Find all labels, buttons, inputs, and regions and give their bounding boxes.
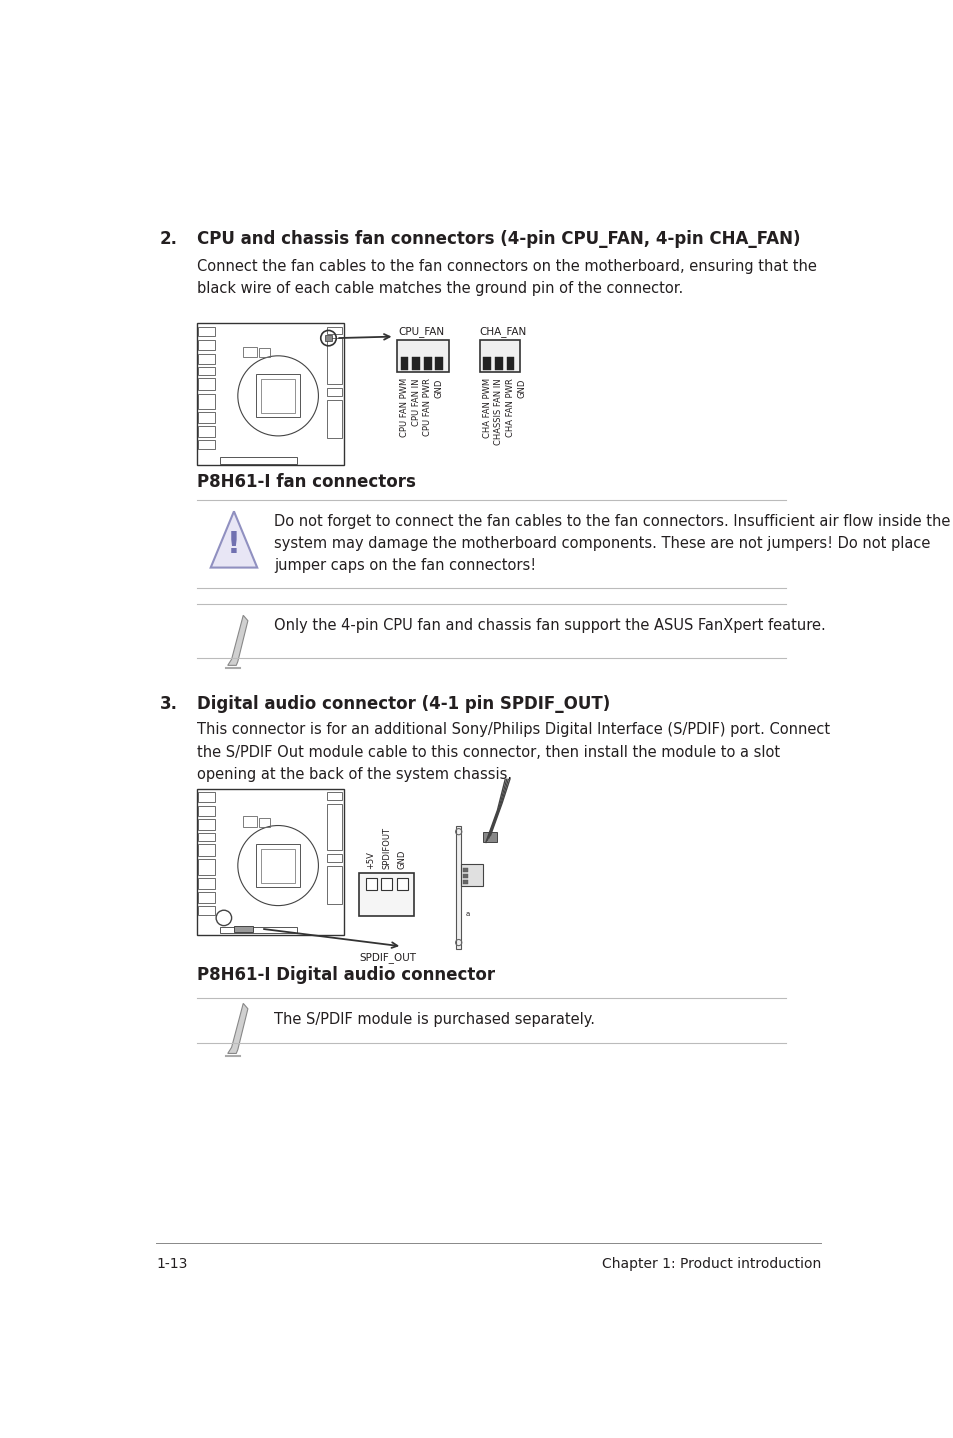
Bar	[460, 864, 482, 886]
Bar	[396, 339, 449, 372]
Text: GND: GND	[435, 378, 443, 397]
Text: 3.: 3.	[159, 695, 177, 713]
Bar	[327, 388, 342, 395]
Bar	[463, 880, 468, 884]
Text: SPDIF_OUT: SPDIF_OUT	[359, 952, 416, 962]
Bar	[327, 338, 342, 384]
Text: P8H61-I Digital audio connector: P8H61-I Digital audio connector	[196, 966, 495, 984]
Bar	[495, 357, 502, 371]
Bar	[365, 877, 376, 890]
Text: CPU FAN IN: CPU FAN IN	[411, 378, 420, 426]
Bar	[198, 367, 215, 375]
Text: P8H61-I fan connectors: P8H61-I fan connectors	[196, 473, 416, 490]
Text: CHA FAN PWR: CHA FAN PWR	[506, 378, 515, 437]
Bar	[381, 877, 392, 890]
Bar	[198, 378, 215, 391]
Text: CPU FAN PWM: CPU FAN PWM	[399, 378, 409, 437]
Text: Digital audio connector (4-1 pin SPDIF_OUT): Digital audio connector (4-1 pin SPDIF_O…	[196, 695, 609, 713]
Bar	[258, 348, 270, 358]
Bar	[261, 380, 294, 413]
Bar	[256, 844, 299, 887]
Bar	[198, 877, 215, 889]
Bar	[327, 804, 342, 850]
Polygon shape	[211, 512, 257, 568]
Bar	[435, 357, 443, 371]
Bar	[198, 805, 215, 817]
Bar	[396, 877, 407, 890]
Text: CHA_FAN: CHA_FAN	[479, 326, 526, 338]
Text: CPU_FAN: CPU_FAN	[397, 326, 444, 338]
Text: CPU FAN PWR: CPU FAN PWR	[423, 378, 432, 436]
Polygon shape	[228, 615, 248, 666]
Text: Do not forget to connect the fan cables to the fan connectors. Insufficient air : Do not forget to connect the fan cables …	[274, 513, 949, 574]
Text: GND: GND	[397, 850, 406, 870]
Bar	[233, 926, 253, 932]
Text: SPDIFOUT: SPDIFOUT	[382, 827, 391, 870]
Bar	[198, 440, 215, 449]
Text: CPU and chassis fan connectors (4-pin CPU_FAN, 4-pin CHA_FAN): CPU and chassis fan connectors (4-pin CP…	[196, 230, 800, 249]
Bar	[220, 457, 297, 463]
Bar	[463, 869, 468, 871]
Bar	[243, 347, 257, 358]
Text: Chapter 1: Product introduction: Chapter 1: Product introduction	[601, 1257, 821, 1271]
Bar	[327, 866, 342, 905]
Text: +5V: +5V	[366, 851, 375, 870]
Text: !: !	[227, 531, 241, 559]
Bar	[256, 374, 299, 417]
Bar	[196, 788, 344, 935]
Bar	[198, 906, 215, 915]
Bar	[412, 357, 419, 371]
Bar	[327, 326, 342, 334]
Bar	[359, 873, 414, 916]
Text: GND: GND	[517, 378, 526, 397]
Text: a: a	[465, 912, 470, 917]
Bar	[198, 860, 215, 874]
Text: 2.: 2.	[159, 230, 177, 249]
Polygon shape	[228, 1004, 248, 1054]
Bar	[198, 354, 215, 364]
Bar	[198, 413, 215, 423]
Bar	[198, 892, 215, 903]
Bar	[198, 426, 215, 437]
Bar	[198, 792, 215, 801]
Bar	[506, 357, 514, 371]
Bar	[198, 820, 215, 830]
Bar	[327, 400, 342, 439]
Text: Only the 4-pin CPU fan and chassis fan support the ASUS FanXpert feature.: Only the 4-pin CPU fan and chassis fan s…	[274, 617, 825, 633]
Bar	[400, 357, 408, 371]
Bar	[198, 394, 215, 408]
Text: The S/PDIF module is purchased separately.: The S/PDIF module is purchased separatel…	[274, 1012, 595, 1027]
Bar	[327, 854, 342, 861]
Bar	[198, 844, 215, 856]
Bar	[327, 792, 342, 800]
Bar	[258, 818, 270, 827]
Bar	[482, 831, 497, 843]
Bar	[198, 339, 215, 351]
Bar	[198, 326, 215, 336]
Bar	[243, 817, 257, 827]
Text: This connector is for an additional Sony/Philips Digital Interface (S/PDIF) port: This connector is for an additional Sony…	[196, 722, 829, 782]
Bar	[479, 339, 519, 372]
Bar	[196, 322, 344, 464]
Bar	[261, 848, 294, 883]
Bar	[456, 825, 460, 949]
Text: 1-13: 1-13	[156, 1257, 188, 1271]
Bar	[483, 357, 491, 371]
Text: CHASSIS FAN IN: CHASSIS FAN IN	[494, 378, 503, 444]
Bar	[463, 874, 468, 877]
Text: Connect the fan cables to the fan connectors on the motherboard, ensuring that t: Connect the fan cables to the fan connec…	[196, 259, 816, 296]
Bar	[325, 335, 332, 341]
Bar	[220, 928, 297, 933]
Bar	[198, 833, 215, 841]
Bar	[423, 357, 431, 371]
Text: CHA FAN PWM: CHA FAN PWM	[482, 378, 492, 439]
